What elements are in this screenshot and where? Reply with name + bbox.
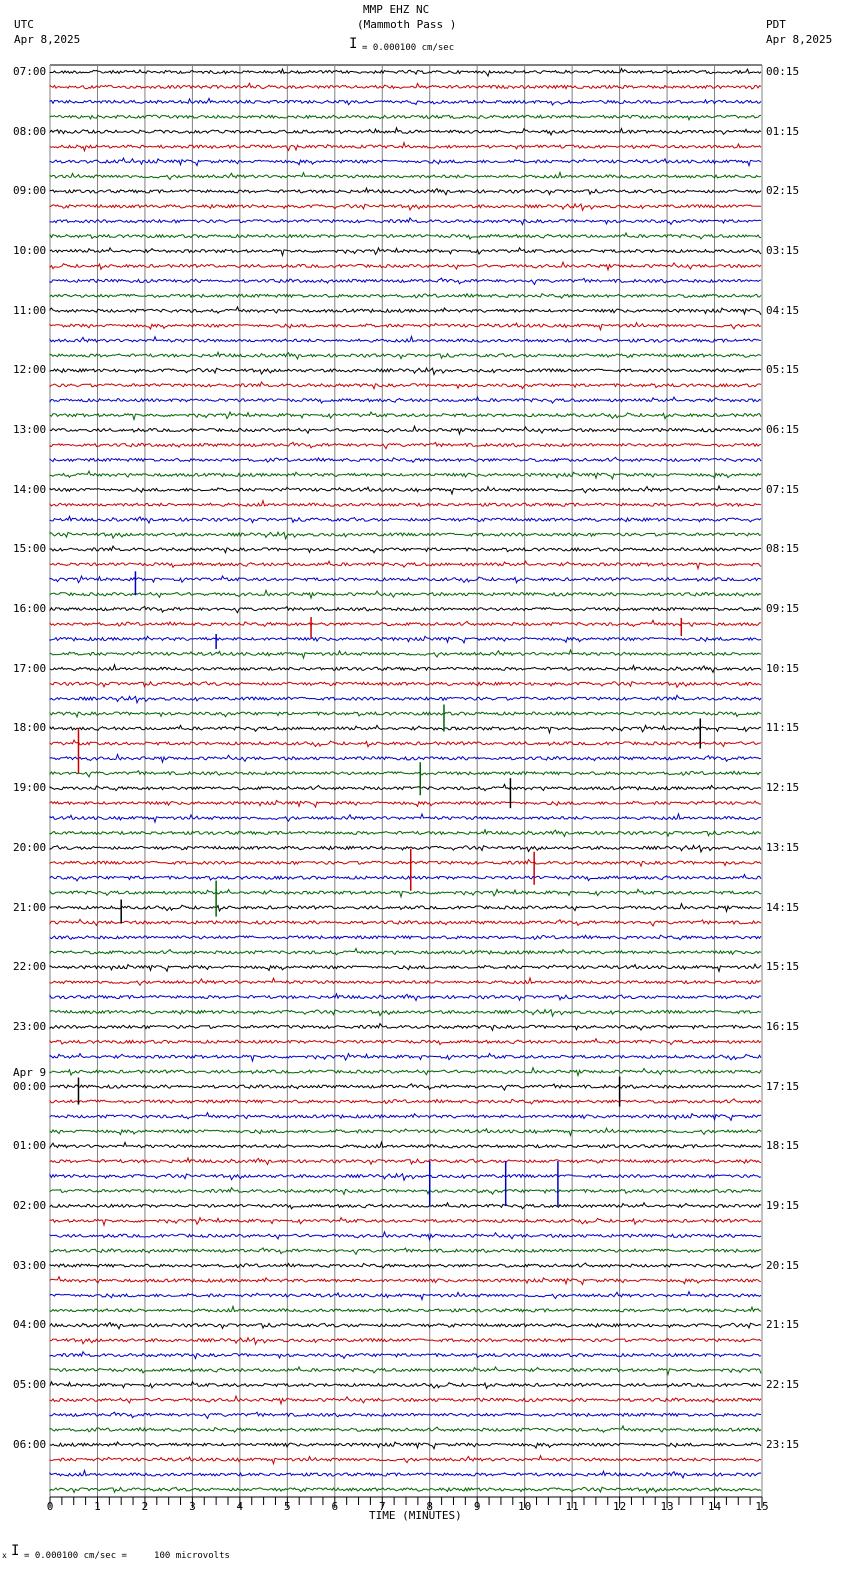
svg-text:15: 15 <box>755 1500 768 1513</box>
svg-text:4: 4 <box>237 1500 244 1513</box>
svg-text:13: 13 <box>660 1500 673 1513</box>
utc-hour-label: 19:00 <box>13 781 47 795</box>
pdt-hour-label: 07:15 <box>766 482 800 496</box>
pdt-hour-label: 19:15 <box>766 1198 800 1212</box>
pdt-hour-label: 03:15 <box>766 244 800 258</box>
utc-hour-label: 00:00 <box>13 1079 47 1093</box>
right-date: Apr 8,2025 <box>766 33 833 46</box>
right-timezone: PDT <box>766 18 786 31</box>
svg-text:2: 2 <box>142 1500 149 1513</box>
footer-scale-bar-icon: I <box>11 1543 20 1559</box>
utc-hour-label: 06:00 <box>13 1437 47 1451</box>
pdt-hour-label: 23:15 <box>766 1437 800 1451</box>
scale-label: = 0.000100 cm/sec <box>362 43 455 53</box>
pdt-hour-label: 01:15 <box>766 124 800 138</box>
utc-hour-label: 02:00 <box>13 1198 47 1212</box>
utc-hour-label: 18:00 <box>13 721 47 735</box>
footer-prefix: x <box>2 1551 7 1560</box>
pdt-hour-label: 16:15 <box>766 1019 800 1033</box>
utc-hour-label: 12:00 <box>13 363 47 377</box>
pdt-hour-label: 15:15 <box>766 960 800 974</box>
utc-hour-label: 16:00 <box>13 602 47 616</box>
pdt-hour-label: 04:15 <box>766 303 800 317</box>
utc-hour-label: 10:00 <box>13 244 47 258</box>
station-title: MMP EHZ NC <box>363 3 430 16</box>
utc-hour-label: 09:00 <box>13 184 47 198</box>
svg-text:6: 6 <box>331 1500 338 1513</box>
utc-hour-label: 01:00 <box>13 1139 47 1153</box>
pdt-hour-label: 09:15 <box>766 602 800 616</box>
utc-hour-label: 13:00 <box>13 423 47 437</box>
utc-hour-label: 20:00 <box>13 840 47 854</box>
svg-text:5: 5 <box>284 1500 291 1513</box>
svg-text:12: 12 <box>613 1500 626 1513</box>
pdt-hour-label: 10:15 <box>766 661 800 675</box>
utc-hour-label: 08:00 <box>13 124 47 138</box>
pdt-hour-label: 17:15 <box>766 1079 800 1093</box>
svg-text:11: 11 <box>566 1500 579 1513</box>
station-location: (Mammoth Pass ) <box>357 18 457 31</box>
pdt-hour-label: 06:15 <box>766 423 800 437</box>
utc-hour-label: 05:00 <box>13 1377 47 1391</box>
utc-hour-label: 07:00 <box>13 65 47 78</box>
pdt-hour-label: 00:15 <box>766 65 800 78</box>
left-date: Apr 8,2025 <box>14 33 81 46</box>
pdt-hour-label: 20:15 <box>766 1258 800 1272</box>
utc-hour-label: 17:00 <box>13 661 47 675</box>
utc-hour-label: 21:00 <box>13 900 47 914</box>
pdt-hour-label: 13:15 <box>766 840 800 854</box>
utc-hour-label: 03:00 <box>13 1258 47 1272</box>
svg-text:10: 10 <box>518 1500 531 1513</box>
pdt-hour-label: 14:15 <box>766 900 800 914</box>
pdt-hour-label: 05:15 <box>766 363 800 377</box>
footer-scale-note: = 0.000100 cm/sec = 100 microvolts <box>24 1551 230 1561</box>
pdt-hour-label: 12:15 <box>766 781 800 795</box>
utc-hour-label: 14:00 <box>13 482 47 496</box>
pdt-hour-label: 21:15 <box>766 1318 800 1332</box>
svg-text:1: 1 <box>94 1500 101 1513</box>
utc-hour-label: 11:00 <box>13 303 47 317</box>
pdt-hour-label: 22:15 <box>766 1377 800 1391</box>
utc-hour-label: 22:00 <box>13 960 47 974</box>
day-change-label: Apr 9 <box>13 1065 47 1079</box>
left-timezone: UTC <box>14 18 34 31</box>
pdt-hour-label: 11:15 <box>766 721 800 735</box>
svg-text:3: 3 <box>189 1500 196 1513</box>
svg-text:14: 14 <box>708 1500 722 1513</box>
pdt-hour-label: 02:15 <box>766 184 800 198</box>
svg-text:0: 0 <box>47 1500 54 1513</box>
utc-hour-label: 04:00 <box>13 1318 47 1332</box>
pdt-hour-label: 18:15 <box>766 1139 800 1153</box>
svg-text:9: 9 <box>474 1500 481 1513</box>
scale-bar-icon: I <box>349 36 358 52</box>
svg-text:7: 7 <box>379 1500 386 1513</box>
svg-text:8: 8 <box>426 1500 433 1513</box>
utc-hour-label: 15:00 <box>13 542 47 556</box>
x-axis-title: TIME (MINUTES) <box>369 1509 462 1522</box>
pdt-hour-label: 08:15 <box>766 542 800 556</box>
utc-hour-label: 23:00 <box>13 1019 47 1033</box>
